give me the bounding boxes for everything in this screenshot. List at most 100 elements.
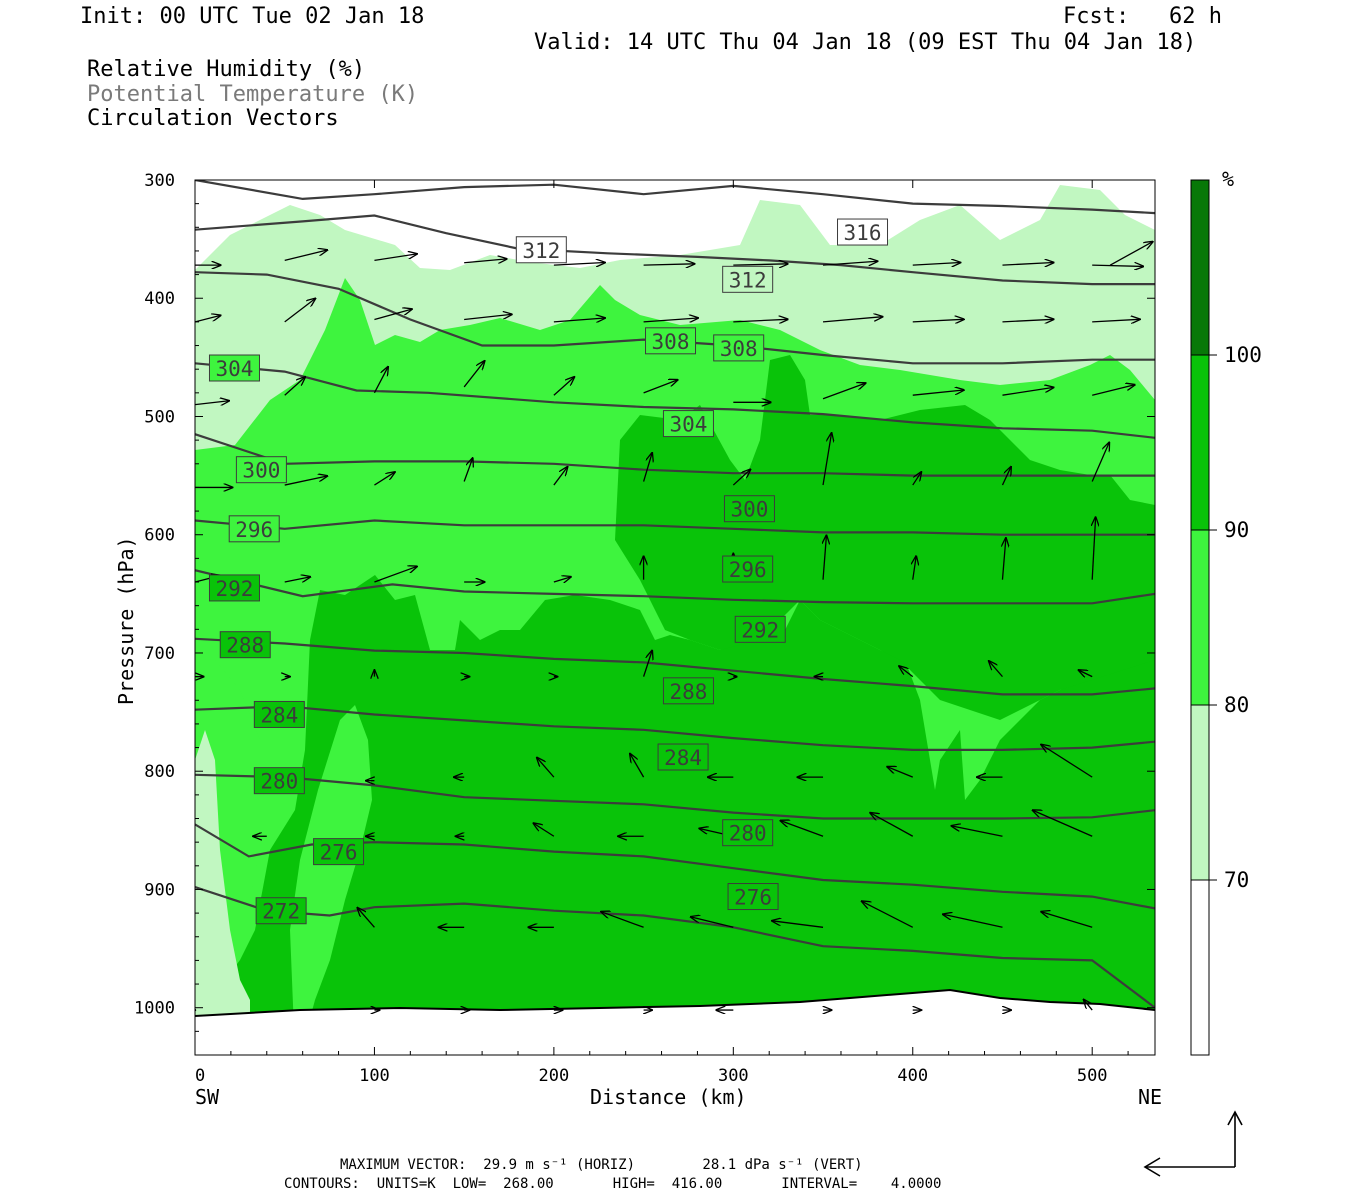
circulation-vector [533, 823, 555, 837]
y-tick-label-2: 500 [144, 407, 175, 427]
contour-label-text: 288 [226, 634, 264, 658]
contour-label-text: 300 [730, 498, 768, 522]
colorbar-level-80: 80 [1224, 693, 1249, 717]
contour-label-box [837, 218, 889, 246]
contour-label-box [228, 515, 280, 543]
circulation-vector [374, 309, 411, 321]
circulation-vector [373, 367, 388, 394]
contour-label-text: 308 [720, 337, 758, 361]
circulation-vector [1109, 242, 1153, 266]
colorbar-segment-0 [1190, 179, 1210, 356]
colorbar-unit: % [1222, 167, 1234, 191]
contour-label-276: 276 [727, 883, 779, 911]
vertical-reference-arrowhead [1227, 1110, 1243, 1126]
circulation-vector [553, 318, 605, 322]
contour-label-text: 280 [729, 822, 767, 846]
colorbar-level-100: 100 [1224, 343, 1262, 367]
contour-label-280: 280 [722, 819, 774, 847]
contour-label-316: 316 [837, 218, 889, 246]
y-tick-label-0: 300 [144, 171, 175, 191]
contour-label-text: 312 [729, 268, 767, 292]
circulation-vector [1041, 745, 1093, 778]
forecast-hour: Fcst: 62 h [1063, 4, 1222, 29]
contour-label-272: 272 [255, 897, 307, 925]
circulation-vector [899, 666, 914, 678]
contour-label-text: 288 [669, 680, 707, 704]
theta-contour-316 [195, 180, 1155, 215]
circulation-vector [630, 754, 645, 778]
circulation-vector [537, 758, 555, 778]
x-tick-label-4: 400 [897, 1066, 928, 1086]
theta-contour-296 [195, 519, 1155, 536]
colorbar-segment-4 [1190, 879, 1210, 1056]
circulation-vector [943, 914, 1003, 928]
colorbar-level-70: 70 [1224, 868, 1249, 892]
contour-label-text: 296 [235, 518, 273, 542]
colorbar-level-90: 90 [1224, 518, 1249, 542]
y-tick-label-7: 1000 [134, 999, 175, 1019]
contour-label-box [727, 883, 779, 911]
circulation-vector [1001, 467, 1011, 486]
sw-end-label: SW [195, 1085, 220, 1109]
y-axis-label: Pressure (hPa) [114, 536, 138, 705]
contour-label-300: 300 [235, 456, 287, 484]
contour-label-284: 284 [657, 743, 709, 771]
circulation-vector [1002, 387, 1053, 396]
valid-time: Valid: 14 UTC Thu 04 Jan 18 (09 EST Thu … [534, 30, 1197, 55]
contour-label-box [515, 236, 567, 264]
contour-label-box [662, 410, 714, 438]
circulation-vector [284, 250, 328, 262]
circulation-vector [862, 901, 914, 928]
x-tick-label-3: 300 [718, 1066, 749, 1086]
circulation-vector [643, 264, 695, 265]
contour-label-box [253, 700, 305, 728]
contour-label-box [645, 327, 697, 355]
horizontal-reference-arrowhead [1143, 1157, 1161, 1177]
contour-label-text: 296 [729, 558, 767, 582]
circulation-vector [643, 380, 678, 394]
contour-label-box [734, 615, 786, 643]
init-time: Init: 00 UTC Tue 02 Jan 18 [80, 4, 425, 29]
contour-label-280: 280 [253, 767, 305, 795]
contour-label-288: 288 [662, 677, 714, 705]
contour-label-292: 292 [208, 574, 260, 602]
contour-label-text: 292 [741, 618, 779, 642]
colorbar: 100 90 80 70 [1190, 179, 1262, 1056]
reference-vector-arrows [1143, 1110, 1243, 1177]
theta-contour-292 [195, 569, 1155, 605]
contour-label-box [208, 574, 260, 602]
contour-label-text: 276 [734, 886, 772, 910]
theta-contour-304 [195, 362, 1155, 439]
circulation-vector [464, 314, 512, 321]
contour-label-box [722, 555, 774, 583]
circulation-vector [374, 566, 417, 583]
x-tick-label-5: 500 [1077, 1066, 1108, 1086]
circulation-vector [1002, 538, 1005, 580]
circulation-vector [1092, 265, 1143, 266]
theta-contour-308 [195, 271, 1155, 365]
circulation-vector [553, 377, 574, 396]
circulation-vector [822, 433, 832, 486]
circulation-vector [772, 921, 824, 928]
contour-label-296: 296 [722, 555, 774, 583]
colorbar-segment-2 [1190, 529, 1210, 706]
circulation-vector [374, 472, 394, 486]
circulation-vector [464, 259, 507, 263]
circulation-vector [1092, 319, 1140, 322]
theta-contour-280 [195, 773, 1155, 820]
circulation-vector [732, 469, 750, 486]
circulation-vector [887, 767, 914, 778]
circulation-vector [284, 476, 328, 486]
circulation-vector [822, 261, 877, 265]
circulation-vector [1041, 912, 1093, 928]
field-vectors-label: Circulation Vectors [87, 106, 339, 131]
circulation-vector [823, 535, 826, 580]
contours-note: CONTOURS: UNITS=K LOW= 268.00 HIGH= 416.… [284, 1176, 942, 1192]
circulation-vector [951, 826, 1003, 837]
contour-label-text: 276 [320, 841, 358, 865]
contour-label-296: 296 [228, 515, 280, 543]
theta-contour-300 [195, 433, 1155, 477]
y-tick-label-5: 800 [144, 762, 175, 782]
contour-label-304: 304 [662, 410, 714, 438]
